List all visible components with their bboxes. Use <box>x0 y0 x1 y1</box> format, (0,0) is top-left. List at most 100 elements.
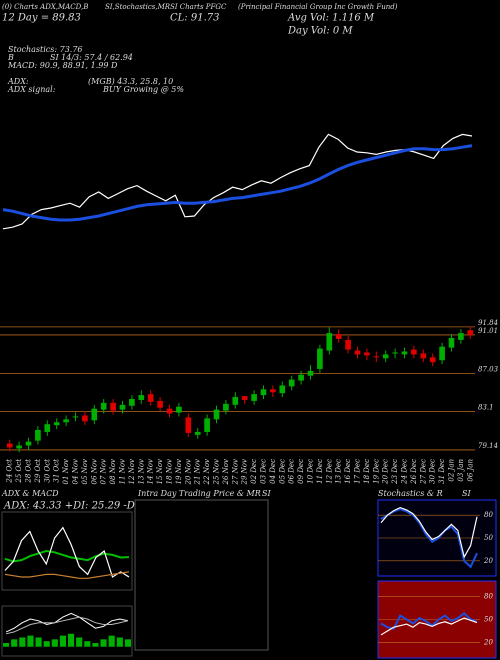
candle-body <box>467 330 474 336</box>
candle-body <box>317 348 323 369</box>
x-tick-label: 29 Oct <box>34 459 42 484</box>
indicator-text: (MGB) 43.3, 25.8, 10 <box>88 77 173 86</box>
macd-bar <box>68 633 75 647</box>
candle-body <box>147 394 154 402</box>
x-tick-label: 20 Dec <box>382 459 390 485</box>
x-tick-label: 21 Nov <box>194 459 202 485</box>
x-tick-label: 31 Oct <box>53 459 61 483</box>
x-tick-label: 26 Dec <box>410 459 418 485</box>
header-text: 12 Day = 89.83 <box>2 13 81 24</box>
candle-body <box>63 419 69 423</box>
candle-body <box>345 339 351 350</box>
x-tick-label: 29 Nov <box>241 459 249 485</box>
x-tick-label: 23 Dec <box>391 459 399 485</box>
indicator-text: SI 14/3: 57.4 / 62.94 <box>50 53 133 62</box>
candle-body <box>354 350 361 355</box>
x-tick-label: 01 Nov <box>62 459 70 484</box>
macd-bar <box>92 643 99 647</box>
candle-body <box>270 389 276 393</box>
candle-body <box>298 374 304 381</box>
macd-bar <box>51 639 58 647</box>
candle-body <box>251 394 257 401</box>
y-tick-label: 79.14 <box>478 442 498 450</box>
panel-title: SI <box>262 489 271 498</box>
candle-body <box>82 415 88 422</box>
header-text: SI Charts PFGC <box>170 3 227 11</box>
macd-bar <box>19 637 26 647</box>
x-tick-label: 24 Dec <box>401 459 409 485</box>
candle-body <box>138 395 145 400</box>
x-tick-label: 13 Nov <box>137 459 145 484</box>
x-tick-label: 31 Dec <box>438 459 446 484</box>
candle-body <box>119 404 126 410</box>
x-tick-label: 19 Nov <box>175 459 183 484</box>
y-tick-label: 91.01 <box>478 327 498 335</box>
series-line <box>2 144 473 222</box>
x-tick-label: 24 Oct <box>6 459 14 484</box>
macd-bar <box>124 639 131 647</box>
macd-bar <box>35 637 42 647</box>
x-tick-label: 04 Nov <box>72 459 80 484</box>
candle-body <box>6 443 13 448</box>
candle-body <box>232 397 239 405</box>
y-tick-label: 80 <box>484 511 493 519</box>
y-tick-label: 87.03 <box>478 366 499 374</box>
y-tick-label: 50 <box>484 616 493 624</box>
x-tick-label: 15 Nov <box>156 459 164 484</box>
x-tick-label: 08 Nov <box>109 459 117 484</box>
series-line <box>4 526 130 578</box>
series-line <box>2 133 473 230</box>
candle-body <box>44 424 51 432</box>
x-tick-label: 14 Nov <box>147 459 155 484</box>
x-tick-label: 10 Dec <box>307 459 315 484</box>
candle-body <box>420 353 427 359</box>
candle-body <box>53 422 60 426</box>
series-line <box>380 611 478 630</box>
x-tick-label: 26 Nov <box>222 459 230 485</box>
y-tick-label: 83.1 <box>478 404 494 412</box>
x-tick-label: 12 Nov <box>128 459 136 484</box>
candle-body <box>335 334 342 339</box>
candle-body <box>411 349 417 355</box>
panel-subtitle: ADX: 43.33 +DI: 25.29 -DI: 10 <box>3 501 159 512</box>
candle-body <box>307 370 314 376</box>
candle-body <box>448 337 455 348</box>
indicator-text: ADX signal: <box>7 85 56 94</box>
y-tick-label: 20 <box>483 639 493 647</box>
x-tick-label: 02 Dec <box>250 459 258 484</box>
header-text: Avg Vol: 1.116 M <box>287 13 375 24</box>
candle-body <box>288 379 295 387</box>
panel-title: Stochastics & R <box>378 489 443 498</box>
header-text: Day Vol: 0 M <box>287 26 353 37</box>
candle-body <box>458 333 464 340</box>
macd-line <box>5 616 129 635</box>
x-tick-label: 04 Dec <box>269 459 277 484</box>
candle-body <box>373 356 380 358</box>
candle-body <box>91 408 98 421</box>
candle-body <box>185 417 192 433</box>
x-tick-label: 30 Dec <box>429 459 437 484</box>
candle-body <box>279 385 286 394</box>
y-tick-label: 20 <box>483 557 493 565</box>
candle-body <box>392 352 398 354</box>
series-line <box>380 506 478 559</box>
x-tick-label: 02 Jan <box>448 459 456 482</box>
x-tick-label: 16 Dec <box>344 459 352 484</box>
candle-body <box>223 403 229 411</box>
indicator-text: ADX: <box>7 77 29 86</box>
x-tick-label: 07 Nov <box>100 459 108 484</box>
panel-frame <box>1 511 133 591</box>
macd-bar <box>76 637 83 647</box>
macd-bar <box>11 639 18 647</box>
macd-bar <box>84 641 91 647</box>
candle-body <box>382 354 389 359</box>
candle-body <box>100 402 107 410</box>
x-tick-label: 22 Nov <box>203 459 211 485</box>
candle-body <box>72 416 79 418</box>
macd-bar <box>100 639 107 647</box>
x-tick-label: 20 Nov <box>184 459 192 485</box>
candle-body <box>260 389 267 396</box>
x-tick-label: 06 Dec <box>288 459 296 484</box>
